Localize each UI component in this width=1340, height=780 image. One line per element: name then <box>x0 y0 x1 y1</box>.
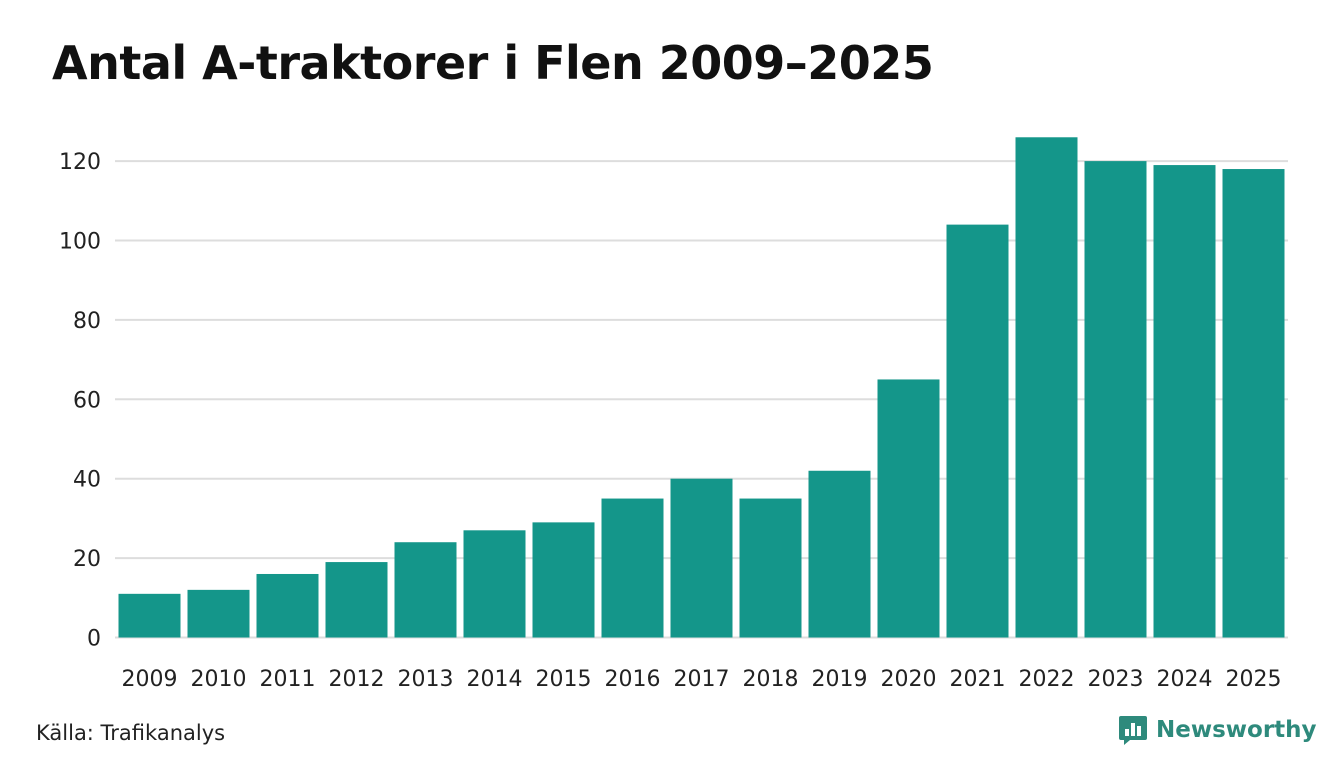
x-tick-label: 2010 <box>191 667 247 692</box>
bar-2022 <box>1015 137 1078 638</box>
bar-2021 <box>946 224 1009 638</box>
y-axis-ticks: 0 20 40 60 80 100 120 <box>59 150 101 651</box>
x-tick-label: 2019 <box>812 667 868 692</box>
bar-chart-speech-bubble-icon <box>1119 716 1147 745</box>
y-tick-label: 120 <box>59 150 101 175</box>
chart-title: Antal A-traktorer i Flen 2009–2025 <box>52 36 934 90</box>
y-tick-label: 40 <box>73 468 101 493</box>
y-tick-label: 20 <box>73 547 101 572</box>
x-tick-label: 2011 <box>260 667 316 692</box>
x-tick-label: 2013 <box>398 667 454 692</box>
x-tick-label: 2018 <box>743 667 799 692</box>
x-axis-ticks: 2009 2010 2011 2012 2013 2014 2015 2016 2017 2018… <box>122 667 1282 692</box>
bar-2012 <box>325 562 388 638</box>
bar-2013 <box>394 542 457 638</box>
bar-2017 <box>670 478 733 638</box>
y-tick-label: 100 <box>59 230 101 255</box>
bar-2014 <box>463 530 526 638</box>
x-tick-label: 2015 <box>536 667 592 692</box>
bar-2023 <box>1084 161 1147 638</box>
bar-2015 <box>532 522 595 638</box>
x-tick-label: 2024 <box>1157 667 1213 692</box>
bar-2018 <box>739 498 802 638</box>
bar-2010 <box>187 589 250 638</box>
x-tick-label: 2020 <box>881 667 937 692</box>
x-tick-label: 2023 <box>1088 667 1144 692</box>
x-tick-label: 2022 <box>1019 667 1075 692</box>
bar-2009 <box>118 593 181 638</box>
y-tick-label: 80 <box>73 309 101 334</box>
brand-logo: Newsworthy <box>1118 714 1317 746</box>
bar-2011 <box>256 573 319 638</box>
x-tick-label: 2009 <box>122 667 178 692</box>
bar-2025 <box>1222 169 1285 638</box>
x-tick-label: 2016 <box>605 667 661 692</box>
bar-2024 <box>1153 165 1216 638</box>
bar-2020 <box>877 379 940 638</box>
x-tick-label: 2014 <box>467 667 523 692</box>
x-tick-label: 2012 <box>329 667 385 692</box>
bar-2016 <box>601 498 664 638</box>
bars <box>118 137 1285 638</box>
x-tick-label: 2017 <box>674 667 730 692</box>
y-tick-label: 0 <box>87 627 101 652</box>
source-note: Källa: Trafikanalys <box>36 721 226 745</box>
x-tick-label: 2025 <box>1226 667 1282 692</box>
y-tick-label: 60 <box>73 388 101 413</box>
x-tick-label: 2021 <box>950 667 1006 692</box>
bar-2019 <box>808 470 871 638</box>
brand-name: Newsworthy <box>1156 717 1317 743</box>
